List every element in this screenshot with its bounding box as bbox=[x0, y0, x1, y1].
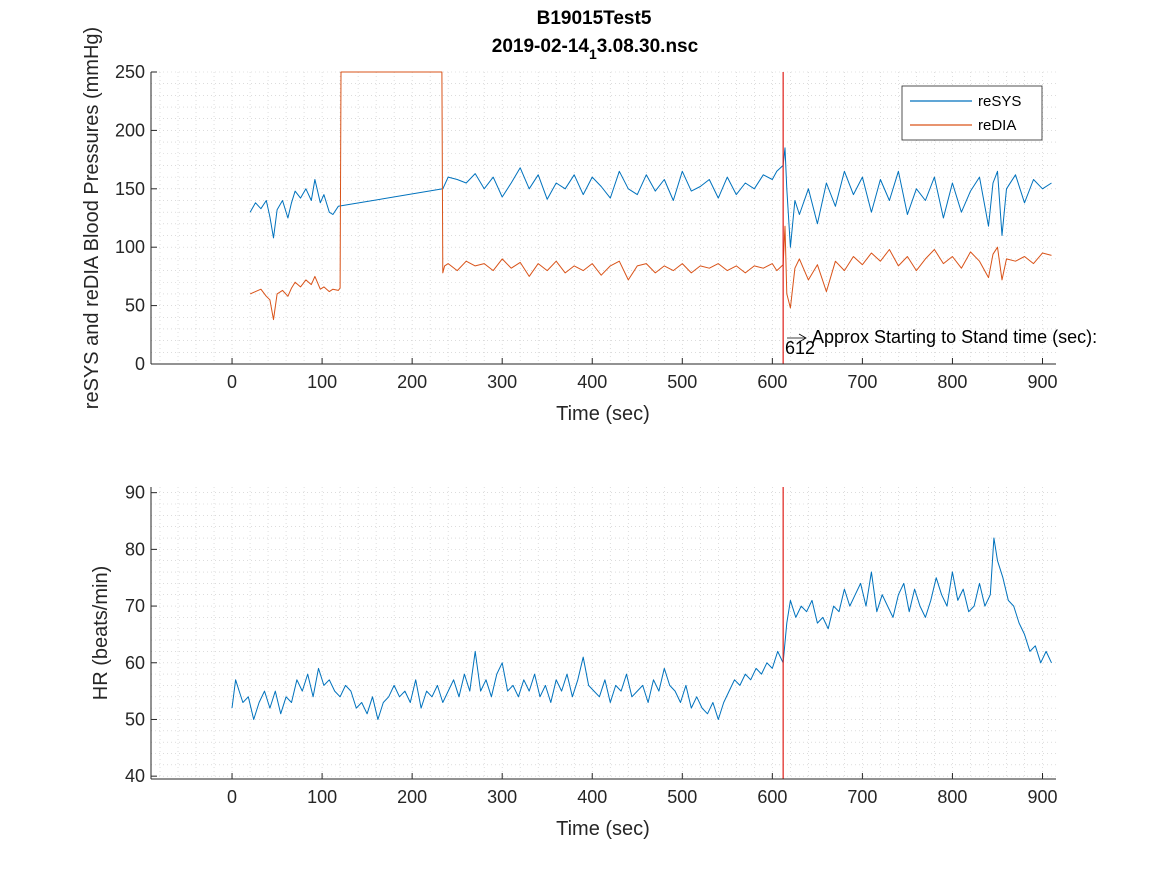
bp-x-tick-label: 500 bbox=[667, 372, 697, 392]
bp-grid bbox=[151, 71, 1056, 365]
bp-x-tick-label: 600 bbox=[757, 372, 787, 392]
hr-x-tick-label: 400 bbox=[577, 787, 607, 807]
bp-y-tick-label: 200 bbox=[115, 120, 145, 140]
bp-y-tick-label: 50 bbox=[125, 296, 145, 316]
bp-series-redia bbox=[249, 71, 1052, 321]
hr-y-tick-label: 70 bbox=[125, 596, 145, 616]
bp-y-tick-label: 150 bbox=[115, 179, 145, 199]
stand-time-annotation: Approx Starting to Stand time (sec): 612 bbox=[785, 327, 1097, 358]
hr-y-tick-label: 40 bbox=[125, 766, 145, 786]
hr-y-ticks: 40 50 60 70 80 90 bbox=[125, 483, 157, 786]
chart-title-line1: B19015Test5 bbox=[537, 8, 652, 29]
annotation-text: Approx Starting to Stand time (sec): bbox=[812, 327, 1097, 347]
bp-series-resys bbox=[249, 147, 1052, 248]
annotation-arrowhead bbox=[798, 333, 807, 343]
bp-y-tick-label: 250 bbox=[115, 62, 145, 82]
bp-y-ticks: 0 50 100 150 200 250 bbox=[115, 62, 157, 374]
bp-x-tick-label: 200 bbox=[397, 372, 427, 392]
hr-plot-background bbox=[151, 487, 1056, 779]
hr-x-tick-label: 800 bbox=[937, 787, 967, 807]
bp-legend-box bbox=[901, 85, 1043, 141]
hr-axis-frame bbox=[150, 487, 1056, 780]
hr-axes: 0 100 200 300 400 500 600 700 800 900 40 50 60 70 80 9… bbox=[90, 483, 1058, 840]
bp-series-group bbox=[249, 71, 1052, 321]
hr-x-tick-label: 100 bbox=[307, 787, 337, 807]
bp-axes: 0 100 200 300 400 500 600 700 800 900 0 50 100 150 20… bbox=[81, 27, 1097, 425]
bp-x-axis-label: Time (sec) bbox=[556, 403, 650, 425]
title-file: 3.08.30.nsc bbox=[597, 36, 699, 57]
bp-x-tick-label: 400 bbox=[577, 372, 607, 392]
hr-y-axis-label: HR (beats/min) bbox=[90, 566, 112, 700]
bp-legend: reSYS reDIA bbox=[901, 85, 1043, 141]
legend-redia-label: reDIA bbox=[978, 117, 1016, 134]
bp-x-tick-label: 900 bbox=[1027, 372, 1057, 392]
hr-y-tick-label: 90 bbox=[125, 483, 145, 503]
hr-x-tick-label: 300 bbox=[487, 787, 517, 807]
hr-series-hr bbox=[231, 537, 1052, 720]
hr-x-tick-label: 0 bbox=[227, 787, 237, 807]
bp-x-ticks: 0 100 200 300 400 500 600 700 800 900 bbox=[227, 358, 1058, 392]
bp-x-tick-label: 0 bbox=[227, 372, 237, 392]
legend-resys-label: reSYS bbox=[978, 93, 1021, 110]
hr-x-tick-label: 600 bbox=[757, 787, 787, 807]
bp-x-tick-label: 700 bbox=[847, 372, 877, 392]
title-date: 2019-02-14 bbox=[492, 36, 590, 57]
bp-y-tick-label: 100 bbox=[115, 237, 145, 257]
bp-y-tick-label: 0 bbox=[135, 354, 145, 374]
bp-y-axis-label: reSYS and reDIA Blood Pressures (mmHg) bbox=[81, 27, 103, 409]
annotation-value: 612 bbox=[785, 338, 815, 358]
hr-x-tick-label: 900 bbox=[1027, 787, 1057, 807]
hr-y-tick-label: 80 bbox=[125, 539, 145, 559]
hr-y-tick-label: 50 bbox=[125, 709, 145, 729]
bp-x-tick-label: 300 bbox=[487, 372, 517, 392]
hr-y-tick-label: 60 bbox=[125, 653, 145, 673]
hr-x-tick-label: 500 bbox=[667, 787, 697, 807]
bp-x-tick-label: 800 bbox=[937, 372, 967, 392]
hr-x-tick-label: 200 bbox=[397, 787, 427, 807]
bp-x-tick-label: 100 bbox=[307, 372, 337, 392]
hr-x-ticks: 0 100 200 300 400 500 600 700 800 900 bbox=[227, 773, 1058, 807]
hr-series-group bbox=[231, 537, 1052, 720]
title-subscript: 1 bbox=[589, 46, 597, 62]
chart-title-line2: 2019-02-1413.08.30.nsc bbox=[492, 36, 699, 62]
hr-x-axis-label: Time (sec) bbox=[556, 818, 650, 840]
hr-x-tick-label: 700 bbox=[847, 787, 877, 807]
bp-axis-frame bbox=[150, 72, 1056, 365]
